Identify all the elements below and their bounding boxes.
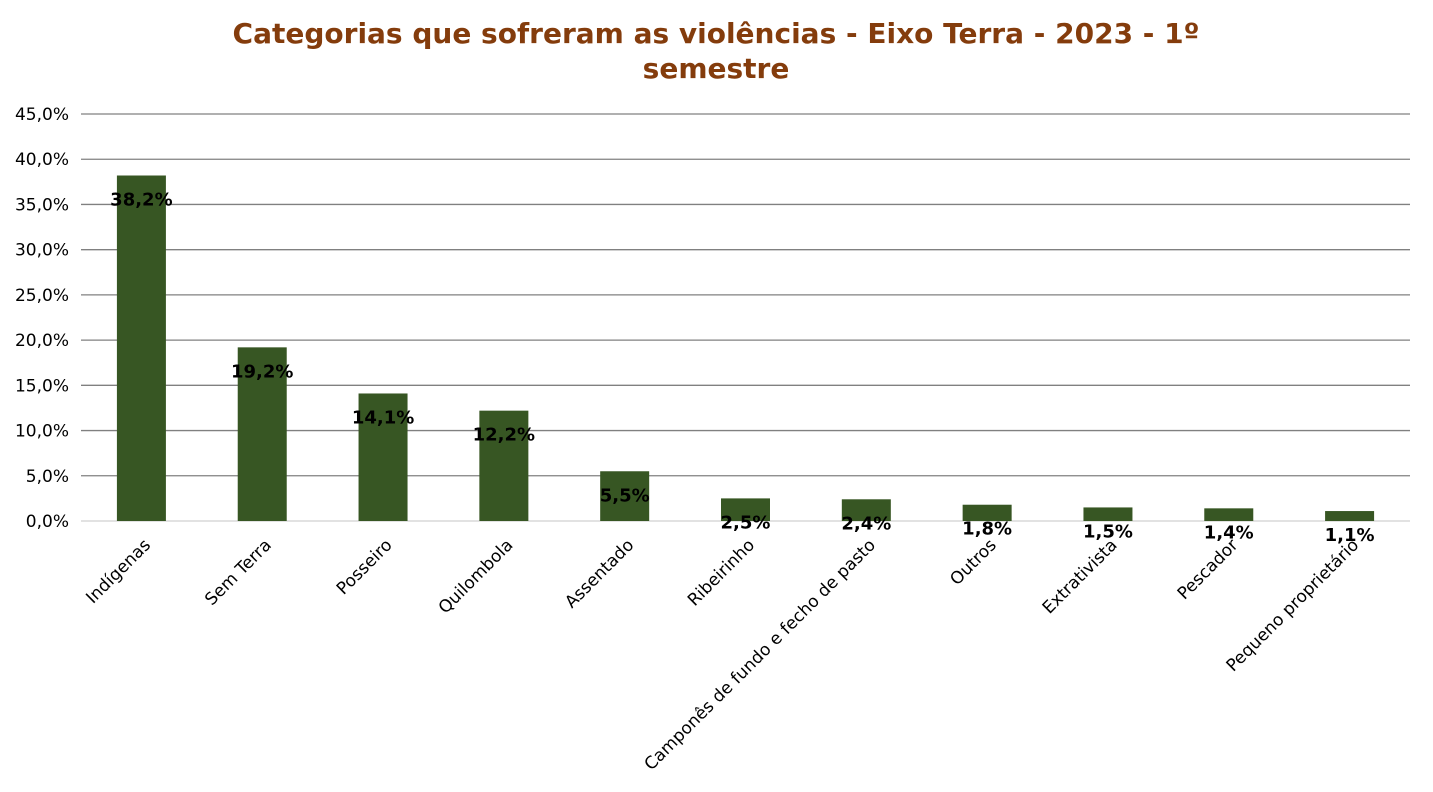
x-tick-label: Posseiro bbox=[333, 535, 397, 599]
bar bbox=[1083, 507, 1133, 521]
data-label: 1,8% bbox=[962, 519, 1012, 540]
x-tick-label: Extrativista bbox=[1039, 535, 1122, 618]
bar bbox=[479, 410, 529, 521]
x-axis-ticks: Indígenas Sem Terra Posseiro Quilombola Asse… bbox=[82, 535, 1363, 774]
y-tick-label: 25,0% bbox=[15, 286, 69, 306]
data-label: 14,1% bbox=[352, 407, 414, 428]
bar bbox=[116, 175, 166, 521]
gridlines bbox=[81, 113, 1410, 522]
data-labels: 38,2% 19,2% 14,1% 12,2% 5,5% 2,5% 2,4% 1,8% 1,5%… bbox=[110, 190, 1374, 547]
y-tick-label: 30,0% bbox=[15, 241, 69, 261]
chart-title-line-2: semestre bbox=[643, 52, 790, 85]
data-label: 12,2% bbox=[473, 425, 535, 446]
x-tick-label: Indígenas bbox=[82, 535, 155, 608]
x-tick-label: Camponês de fundo e fecho de pasto bbox=[641, 535, 880, 774]
data-label: 19,2% bbox=[231, 361, 293, 382]
bar bbox=[962, 504, 1012, 521]
bar bbox=[358, 393, 408, 521]
data-label: 5,5% bbox=[600, 485, 650, 506]
bar bbox=[1325, 511, 1375, 521]
y-tick-label: 15,0% bbox=[15, 376, 69, 396]
y-tick-label: 35,0% bbox=[15, 195, 69, 215]
data-label: 2,4% bbox=[841, 513, 891, 534]
bar bbox=[721, 498, 770, 521]
y-tick-label: 20,0% bbox=[15, 331, 69, 351]
data-label: 38,2% bbox=[110, 190, 172, 211]
y-tick-label: 45,0% bbox=[15, 105, 69, 125]
y-tick-label: 40,0% bbox=[15, 150, 69, 170]
data-label: 2,5% bbox=[721, 512, 771, 533]
bar bbox=[841, 499, 891, 521]
x-tick-label: Pequeno proprietário bbox=[1223, 535, 1363, 675]
x-tick-label: Quilombola bbox=[435, 535, 518, 618]
y-tick-label: 10,0% bbox=[15, 422, 69, 442]
x-tick-label: Ribeirinho bbox=[684, 535, 759, 610]
data-label: 1,1% bbox=[1325, 525, 1375, 546]
data-label: 1,5% bbox=[1083, 521, 1133, 542]
x-tick-label: Sem Terra bbox=[201, 535, 275, 609]
y-axis-ticks: 0,0% 5,0% 10,0% 15,0% 20,0% 25,0% 30,0% 35,0% 40… bbox=[15, 105, 69, 532]
data-label: 1,4% bbox=[1204, 522, 1254, 543]
y-tick-label: 5,0% bbox=[26, 467, 69, 487]
chart-title-line-1: Categorias que sofreram as violências - … bbox=[233, 17, 1200, 50]
bar bbox=[1204, 508, 1254, 521]
y-tick-label: 0,0% bbox=[26, 512, 69, 532]
bars bbox=[116, 175, 1375, 521]
x-tick-label: Outros bbox=[946, 535, 1000, 589]
bar bbox=[600, 471, 650, 521]
x-tick-label: Assentado bbox=[561, 535, 638, 612]
bar bbox=[237, 347, 287, 521]
x-tick-label: Pescador bbox=[1174, 535, 1243, 604]
